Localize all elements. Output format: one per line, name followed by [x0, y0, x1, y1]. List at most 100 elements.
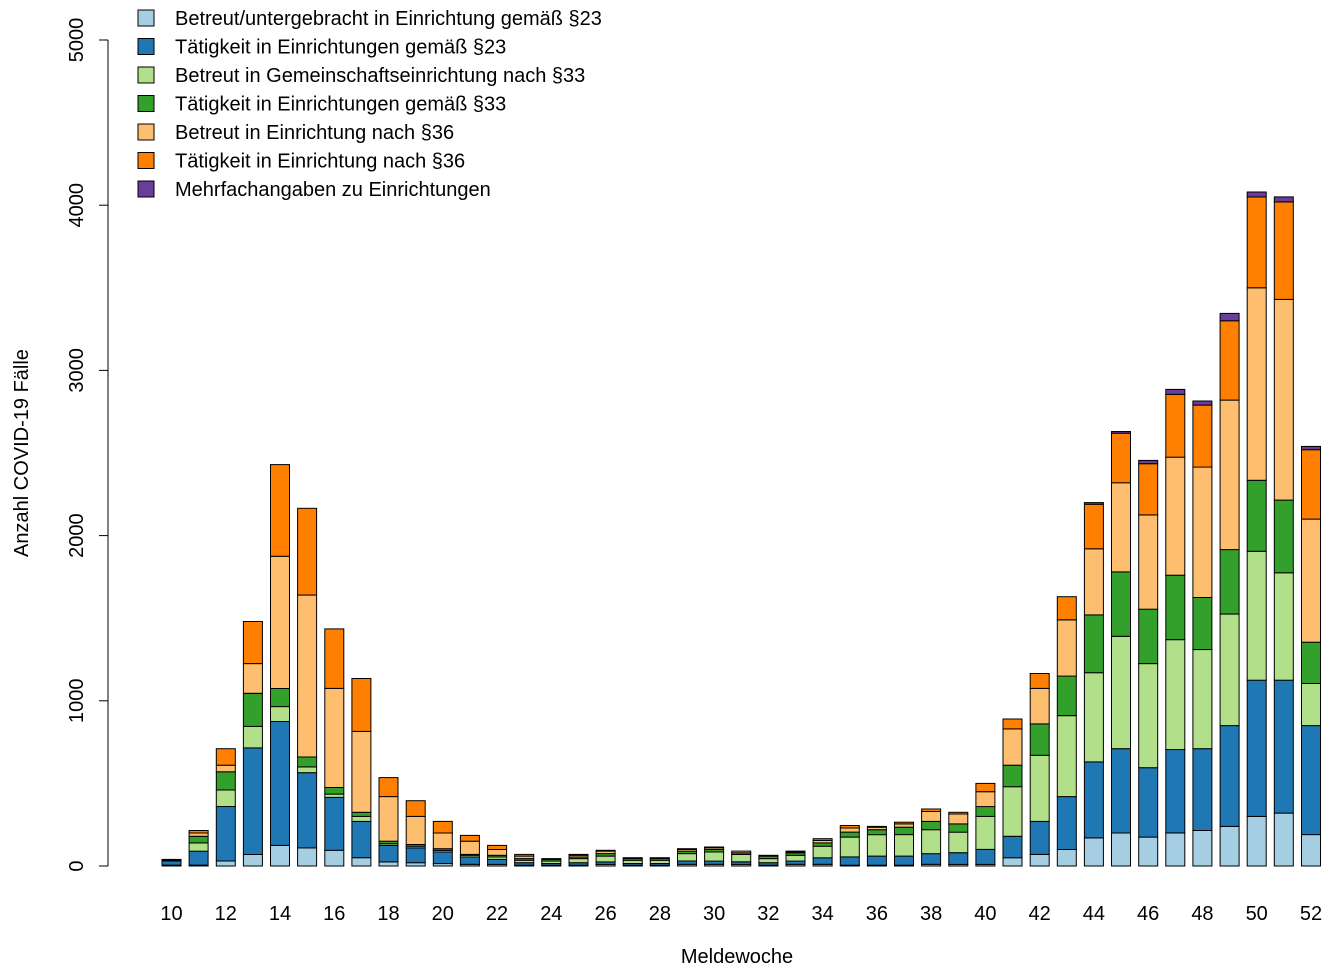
bar-segment-week45-series2 — [1111, 635, 1131, 750]
bar-segment-week50-series3 — [1246, 479, 1267, 552]
bar-segment-week44-series1 — [1083, 761, 1104, 839]
bar-segment-week34-series1 — [812, 857, 833, 865]
bar-segment-week48-series0 — [1192, 830, 1213, 867]
x-tick-label: 28 — [649, 903, 671, 925]
bar-segment-week40-series1 — [975, 849, 996, 865]
legend-swatch — [137, 152, 155, 169]
bar-segment-week26-series2 — [595, 855, 616, 863]
legend-label: Tätigkeit in Einrichtungen gemäß §23 — [175, 37, 506, 59]
legend-swatch — [137, 9, 155, 27]
y-tick-label: 2000 — [66, 513, 88, 558]
bar-segment-week18-series1 — [378, 844, 399, 863]
bar-segment-week36-series3 — [866, 829, 887, 836]
bar-segment-week14-series0 — [270, 844, 290, 867]
y-axis-title: Anzahl COVID-19 Fälle — [11, 349, 33, 557]
bar-segment-week13-series0 — [242, 853, 263, 867]
bar-segment-week46-series2 — [1138, 663, 1159, 769]
bar-segment-week50-series6 — [1246, 191, 1267, 198]
bar-segment-week25-series2 — [568, 858, 589, 864]
bar-segment-week50-series0 — [1246, 815, 1267, 867]
y-tick-label: 4000 — [66, 183, 88, 228]
bar-segment-week43-series1 — [1056, 796, 1077, 850]
bar-segment-week44-series2 — [1083, 672, 1104, 763]
bar-segment-week52-series1 — [1301, 725, 1321, 836]
x-tick-label: 20 — [432, 903, 454, 925]
bar-segment-week39-series1 — [948, 852, 969, 865]
x-tick-label: 50 — [1246, 903, 1268, 925]
bar-segment-week47-series3 — [1165, 574, 1186, 641]
bar-segment-week39-series3 — [948, 823, 969, 833]
bar-segment-week44-series0 — [1083, 837, 1104, 867]
bar-segment-week31-series4 — [731, 850, 752, 854]
x-tick-label: 10 — [160, 903, 182, 925]
bar-segment-week51-series6 — [1273, 196, 1294, 203]
bar-segment-week40-series3 — [975, 806, 996, 817]
legend-label: Mehrfachangaben zu Einrichtungen — [175, 179, 491, 201]
bar-segment-week44-series5 — [1083, 503, 1104, 550]
bar-segment-week12-series3 — [215, 771, 236, 791]
bar-segment-week49-series1 — [1219, 725, 1240, 827]
legend-swatch — [137, 95, 155, 112]
bar-segment-week48-series3 — [1192, 597, 1213, 650]
bar-segment-week14-series4 — [270, 555, 290, 689]
bar-segment-week48-series2 — [1192, 649, 1213, 750]
bar-segment-week47-series6 — [1165, 388, 1186, 395]
legend-label: Tätigkeit in Einrichtungen gemäß §33 — [175, 94, 506, 116]
bar-segment-week51-series2 — [1273, 572, 1294, 681]
bar-segment-week42-series4 — [1029, 687, 1050, 725]
bar-segment-week42-series3 — [1029, 723, 1050, 756]
bar-segment-week15-series0 — [297, 847, 318, 867]
bar-segment-week10-series1 — [161, 860, 182, 866]
bar-segment-week47-series2 — [1165, 639, 1186, 751]
bar-segment-week35-series1 — [839, 856, 860, 866]
legend-label: Betreut/untergebracht in Einrichtung gem… — [175, 8, 602, 30]
bar-segment-week15-series1 — [297, 772, 318, 849]
bar-segment-week44-series6 — [1083, 502, 1104, 505]
bar-segment-week17-series5 — [351, 678, 372, 732]
legend-label: Tätigkeit in Einrichtung nach §36 — [175, 151, 465, 173]
bar-segment-week52-series0 — [1301, 834, 1321, 867]
legend-swatch — [137, 66, 155, 84]
bar-segment-week38-series1 — [921, 853, 942, 865]
bar-segment-week50-series2 — [1246, 550, 1267, 681]
bar-segment-week17-series2 — [351, 815, 372, 822]
bar-segment-week42-series5 — [1029, 673, 1050, 689]
bar-segment-week45-series3 — [1111, 571, 1131, 637]
bar-segment-week25-series5 — [568, 853, 589, 856]
x-tick-label: 48 — [1191, 903, 1213, 925]
bar-segment-week45-series1 — [1111, 748, 1131, 834]
bar-segment-week18-series0 — [378, 861, 399, 867]
bar-segment-week41-series3 — [1002, 764, 1023, 788]
bar-segment-week32-series4 — [758, 854, 779, 857]
bar-segment-week15-series2 — [297, 766, 318, 774]
bar-segment-week51-series4 — [1273, 298, 1294, 501]
bar-segment-week21-series1 — [459, 856, 480, 865]
bar-segment-week44-series4 — [1083, 548, 1104, 616]
bar-segment-week51-series5 — [1273, 201, 1294, 300]
x-tick-label: 30 — [703, 903, 725, 925]
bar-segment-week33-series2 — [785, 854, 806, 862]
bar-segment-week29-series2 — [677, 853, 697, 862]
bar-segment-week12-series0 — [215, 860, 236, 867]
bar-segment-week23-series5 — [514, 853, 535, 857]
x-tick-label: 14 — [269, 903, 291, 925]
bar-segment-week31-series2 — [731, 853, 752, 863]
bar-segment-week20-series5 — [432, 820, 453, 834]
bar-segment-week45-series5 — [1111, 432, 1131, 484]
bar-segment-week15-series3 — [297, 756, 318, 768]
bar-segment-week52-series6 — [1301, 445, 1321, 451]
x-tick-label: 44 — [1083, 903, 1105, 925]
bar-segment-week13-series4 — [242, 663, 263, 694]
bar-segment-week12-series5 — [215, 748, 236, 766]
x-tick-label: 26 — [594, 903, 616, 925]
x-tick-label: 16 — [323, 903, 345, 925]
bar-segment-week13-series5 — [242, 621, 263, 665]
bar-segment-week11-series2 — [188, 842, 209, 852]
bar-segment-week48-series6 — [1192, 400, 1213, 406]
bar-segment-week20-series4 — [432, 832, 453, 850]
bar-segment-week15-series4 — [297, 594, 318, 758]
x-tick-label: 42 — [1029, 903, 1051, 925]
x-tick-label: 12 — [215, 903, 237, 925]
bar-segment-week39-series4 — [948, 813, 969, 825]
bar-segment-week50-series1 — [1246, 679, 1267, 817]
